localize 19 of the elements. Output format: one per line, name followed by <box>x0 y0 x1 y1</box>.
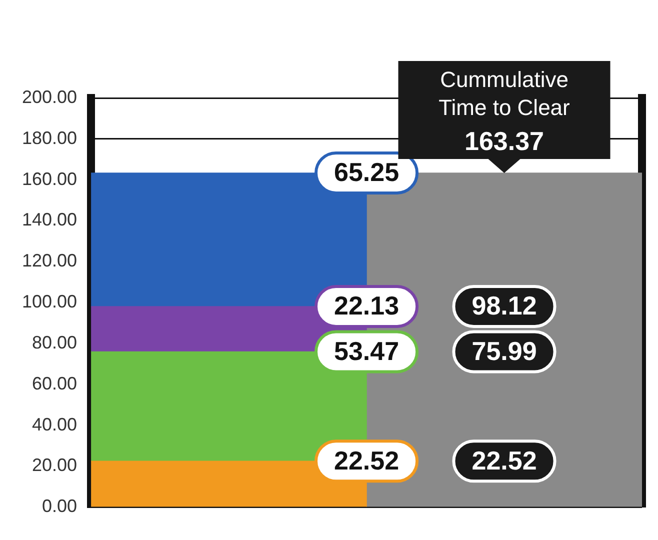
y-tick-label: 160.00 <box>22 168 78 189</box>
annotation: Cummulative Time to Clear 163.37 <box>438 67 570 156</box>
y-tick-label: 60.00 <box>32 373 78 394</box>
y-tick-label: 40.00 <box>32 414 78 434</box>
annotation: 22.52 <box>472 445 537 476</box>
data-label: 53.47 <box>334 336 400 366</box>
y-tick-label: 180.00 <box>22 128 78 148</box>
data-label: 22.13 <box>334 290 400 321</box>
data-label: 22.52 <box>334 445 400 476</box>
annotation: 75.99 <box>472 336 537 366</box>
y-tick-label: 200.00 <box>22 86 78 107</box>
y-tick-label: 140.00 <box>22 210 78 230</box>
y-tick-label: 120.00 <box>22 250 78 271</box>
y-tick-label: 80.00 <box>32 332 78 352</box>
annotation: 98.12 <box>472 290 537 321</box>
y-tick-label: 0.00 <box>42 496 78 516</box>
y-tick-label: 20.00 <box>32 455 78 476</box>
data-label: 65.25 <box>334 157 400 188</box>
y-tick-label: 100.00 <box>22 292 78 312</box>
